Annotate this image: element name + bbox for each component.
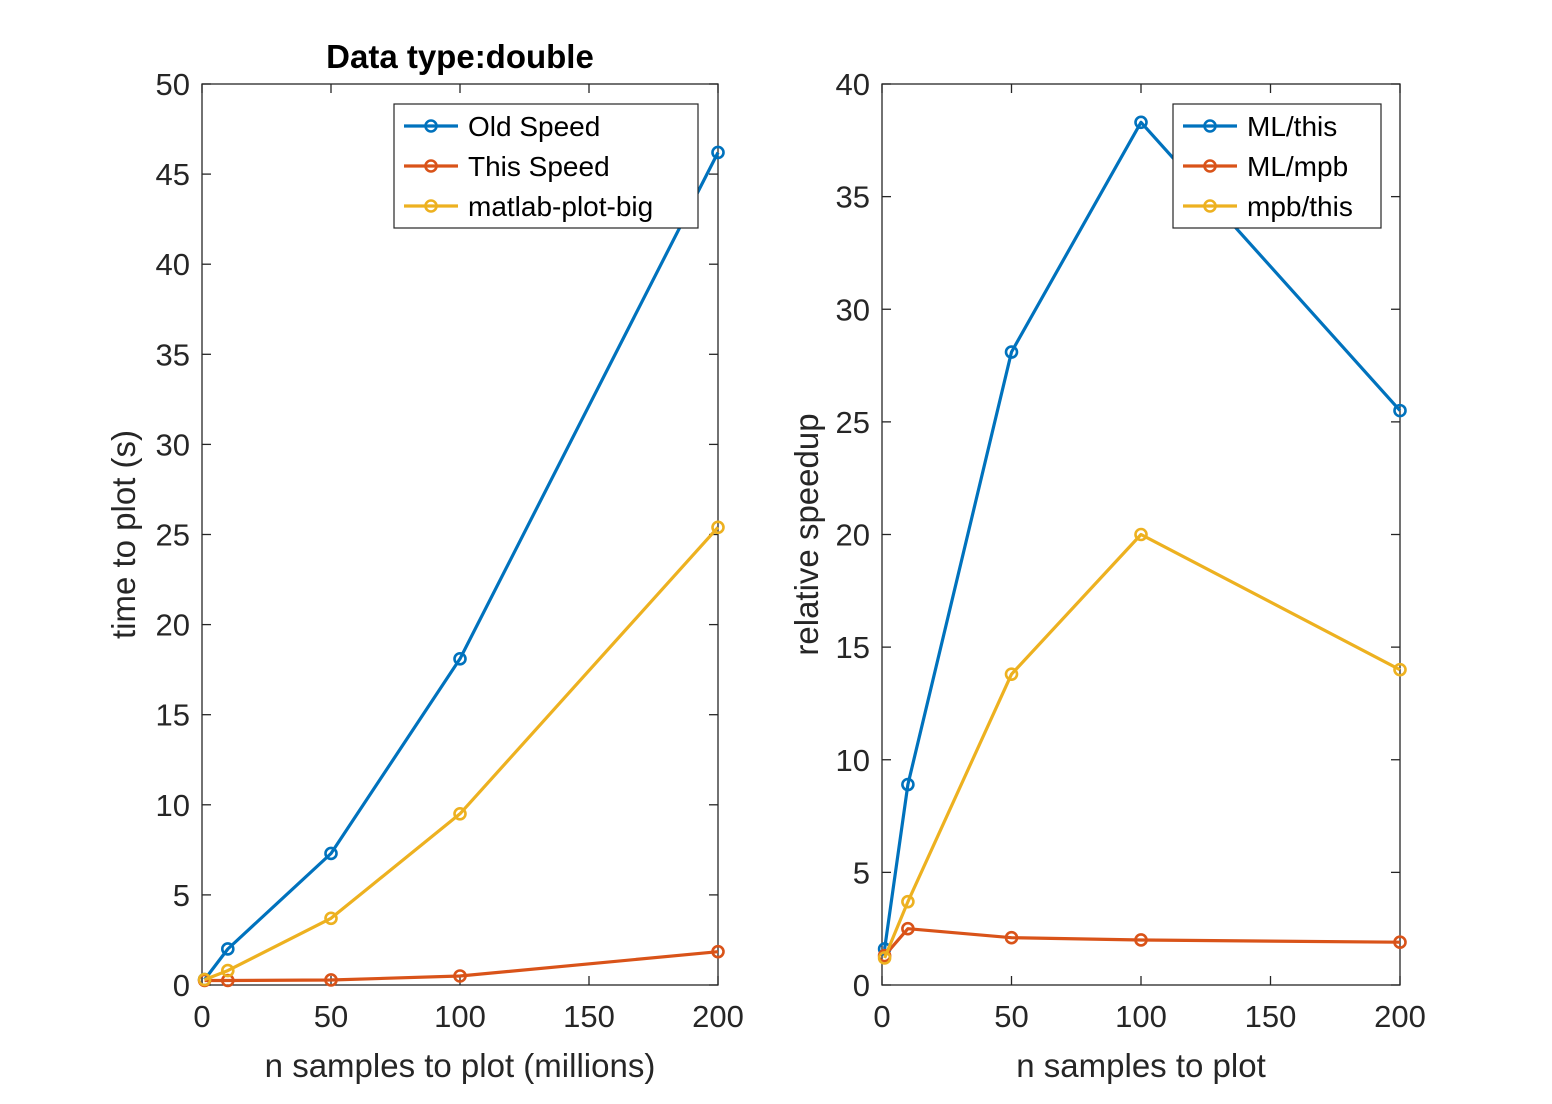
data-point bbox=[453, 969, 467, 983]
x-tick-label: 50 bbox=[314, 999, 348, 1034]
y-tick-label: 40 bbox=[836, 67, 870, 102]
y-tick-label: 5 bbox=[173, 878, 190, 913]
y-tick-label: 30 bbox=[156, 427, 190, 462]
y-tick-label: 50 bbox=[156, 67, 190, 102]
data-point bbox=[324, 973, 338, 987]
data-point bbox=[1004, 345, 1019, 359]
y-tick-label: 25 bbox=[156, 518, 190, 553]
data-point bbox=[901, 921, 915, 936]
series-line-2 bbox=[204, 526, 720, 982]
x-tick-label: 0 bbox=[873, 999, 890, 1034]
series-line-2 bbox=[883, 532, 1401, 959]
y-tick-label: 40 bbox=[156, 247, 190, 282]
data-point bbox=[197, 972, 212, 987]
x-tick-label: 200 bbox=[692, 999, 744, 1034]
y-axis-label: relative speedup bbox=[788, 413, 825, 655]
data-point bbox=[453, 652, 467, 666]
y-tick-label: 5 bbox=[853, 855, 870, 890]
x-tick-label: 0 bbox=[193, 999, 210, 1034]
x-tick-label: 150 bbox=[563, 999, 615, 1034]
x-axis-label: n samples to plot (millions) bbox=[265, 1047, 656, 1084]
legend-label: ML/this bbox=[1247, 111, 1337, 142]
data-point bbox=[901, 894, 915, 909]
legend-label: This Speed bbox=[468, 151, 610, 182]
data-point bbox=[901, 777, 915, 792]
y-tick-label: 10 bbox=[836, 743, 870, 778]
data-point bbox=[1393, 662, 1407, 677]
y-tick-label: 20 bbox=[156, 608, 190, 643]
legend-label: Old Speed bbox=[468, 111, 600, 142]
legend-swatch-marker bbox=[1203, 199, 1217, 213]
y-tick-label: 25 bbox=[836, 405, 870, 440]
x-tick-label: 100 bbox=[434, 999, 486, 1034]
legend: Old Speed This Speed matlab-plot-big bbox=[393, 103, 699, 229]
data-point bbox=[324, 846, 338, 861]
data-point bbox=[1004, 930, 1019, 945]
data-point bbox=[1134, 933, 1148, 947]
data-point bbox=[1393, 403, 1407, 418]
x-axis-label: n samples to plot bbox=[1016, 1047, 1265, 1084]
legend: ML/this ML/mpb mpb/this bbox=[1172, 103, 1382, 229]
legend-label: ML/mpb bbox=[1247, 151, 1348, 182]
legend-label: mpb/this bbox=[1247, 191, 1353, 222]
time-chart: 0 50 100 150 200 0 5 10 15 20 25 30 35 40 45 50 n sample… bbox=[105, 38, 744, 1084]
legend-swatch-marker bbox=[424, 159, 438, 173]
data-point bbox=[324, 911, 338, 926]
y-tick-label: 0 bbox=[853, 968, 870, 1003]
data-point bbox=[1134, 527, 1148, 542]
y-tick-label: 15 bbox=[156, 698, 190, 733]
series-line-0 bbox=[203, 151, 720, 981]
x-tick-label: 150 bbox=[1245, 999, 1297, 1034]
data-point bbox=[1134, 115, 1148, 130]
legend-swatch-marker bbox=[1203, 119, 1217, 133]
y-axis-label: time to plot (s) bbox=[105, 430, 142, 639]
y-tick-label: 15 bbox=[836, 630, 870, 665]
data-point bbox=[1393, 935, 1407, 950]
y-tick-label: 35 bbox=[836, 180, 870, 215]
y-tick-label: 10 bbox=[156, 788, 190, 823]
legend-swatch-marker bbox=[1203, 159, 1217, 173]
series-line-1 bbox=[204, 950, 719, 983]
data-point bbox=[221, 963, 235, 978]
y-tick-label: 30 bbox=[836, 292, 870, 327]
x-tick-label: 200 bbox=[1374, 999, 1426, 1034]
data-point bbox=[221, 942, 235, 956]
data-point bbox=[453, 807, 467, 821]
x-tick-label: 50 bbox=[994, 999, 1028, 1034]
data-point bbox=[711, 944, 725, 959]
plot-area bbox=[201, 83, 719, 986]
data-point bbox=[877, 951, 892, 965]
y-tick-label: 35 bbox=[156, 337, 190, 372]
x-tick-label: 100 bbox=[1115, 999, 1167, 1034]
data-point bbox=[1004, 667, 1019, 681]
y-tick-label: 20 bbox=[836, 518, 870, 553]
legend-swatch-marker bbox=[424, 119, 438, 133]
chart-title: Data type:double bbox=[326, 38, 594, 75]
y-tick-label: 0 bbox=[173, 968, 190, 1003]
legend-swatch-marker bbox=[424, 199, 438, 213]
series-line-1 bbox=[883, 927, 1401, 957]
data-point bbox=[711, 520, 725, 535]
data-point bbox=[711, 145, 725, 160]
speedup-chart: 0 50 100 150 200 0 5 10 15 20 25 30 35 40 n samples to… bbox=[788, 67, 1426, 1084]
legend-label: matlab-plot-big bbox=[468, 191, 653, 222]
y-tick-label: 45 bbox=[156, 157, 190, 192]
